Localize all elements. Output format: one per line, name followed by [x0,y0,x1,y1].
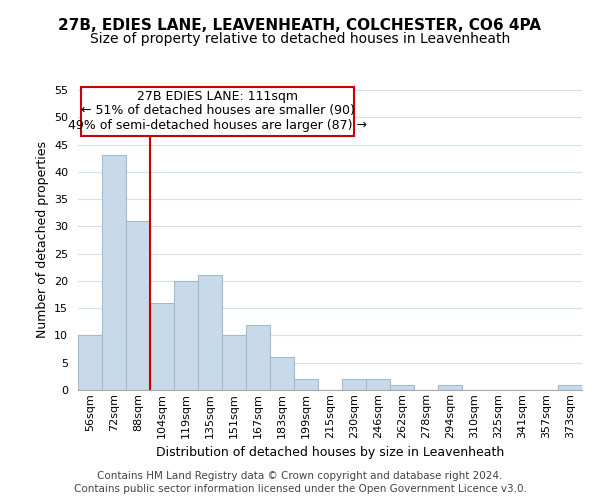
Bar [102,156,126,390]
Bar [150,302,174,390]
Bar [366,379,390,390]
Bar [246,324,270,390]
Bar [390,384,414,390]
Bar [270,358,294,390]
Text: Contains HM Land Registry data © Crown copyright and database right 2024.: Contains HM Land Registry data © Crown c… [97,471,503,481]
Bar [438,384,462,390]
Text: 27B EDIES LANE: 111sqm: 27B EDIES LANE: 111sqm [137,90,298,103]
Bar [222,336,246,390]
X-axis label: Distribution of detached houses by size in Leavenheath: Distribution of detached houses by size … [156,446,504,459]
Text: Size of property relative to detached houses in Leavenheath: Size of property relative to detached ho… [90,32,510,46]
Bar [78,336,102,390]
Text: ← 51% of detached houses are smaller (90): ← 51% of detached houses are smaller (90… [80,104,355,117]
Text: 27B, EDIES LANE, LEAVENHEATH, COLCHESTER, CO6 4PA: 27B, EDIES LANE, LEAVENHEATH, COLCHESTER… [59,18,542,32]
Text: 49% of semi-detached houses are larger (87) →: 49% of semi-detached houses are larger (… [68,119,367,132]
Text: Contains public sector information licensed under the Open Government Licence v3: Contains public sector information licen… [74,484,526,494]
Bar [558,384,582,390]
Bar [198,276,222,390]
Bar [294,379,318,390]
Bar [174,281,198,390]
Y-axis label: Number of detached properties: Number of detached properties [35,142,49,338]
Bar [342,379,366,390]
Bar [126,221,150,390]
FancyBboxPatch shape [81,88,354,136]
